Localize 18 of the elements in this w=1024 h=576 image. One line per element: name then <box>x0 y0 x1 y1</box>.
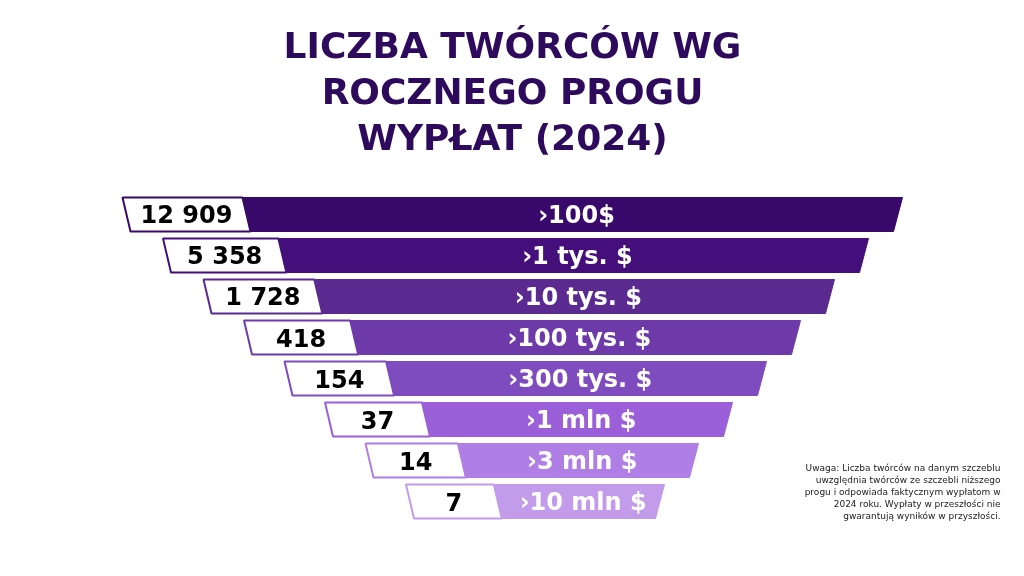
data-label: 7 <box>445 488 463 517</box>
data-label: 1 728 <box>225 282 301 311</box>
category-label: ›10 tys. $ <box>514 282 643 311</box>
data-label: 37 <box>360 406 395 435</box>
text: Uwaga: Liczba twórców na danym szczeblu uwzględnia twórców ze szczebli niższego progu i odpowiada faktycznym wypłatom w 2024 roku. Wypłaty w przeszłości nie gwarantują wyników w przyszłości. <box>804 462 1001 521</box>
category-label: ›10 mln $ <box>519 487 647 516</box>
data-label: 14 <box>399 447 433 476</box>
data-label: 154 <box>314 365 365 394</box>
text: LICZBA TWÓRCÓW WG ROCZNEGO PROGU WYPŁAT (2024) <box>283 25 742 158</box>
category-label: ›1 tys. $ <box>522 241 633 270</box>
category-label: ›3 mln $ <box>527 446 638 475</box>
data-label: 12 909 <box>140 200 233 229</box>
data-label: 5 358 <box>187 241 263 270</box>
data-label: 418 <box>276 324 327 353</box>
category-label: ›1 mln $ <box>526 405 637 434</box>
category-label: ›100 tys. $ <box>507 323 652 352</box>
category-label: ›300 tys. $ <box>508 364 653 393</box>
category-label: ›100$ <box>538 200 615 229</box>
